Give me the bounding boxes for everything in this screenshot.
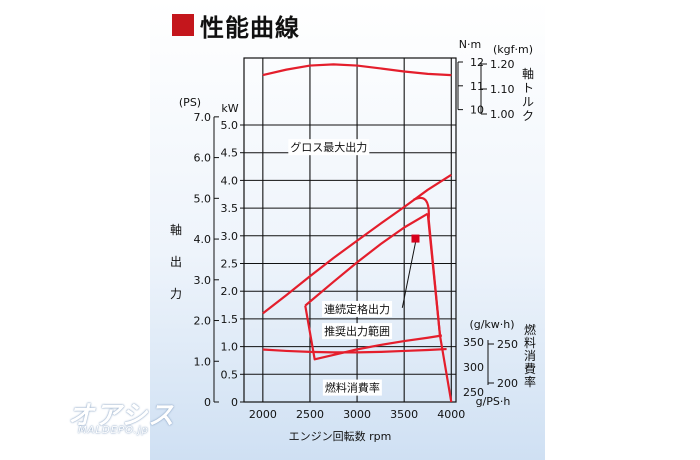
kw-tick-label: 1.5 bbox=[221, 313, 239, 326]
fuel-g-kwh-tick-label: 350 bbox=[463, 336, 484, 349]
title-block: 性能曲線 bbox=[172, 8, 300, 42]
plot-frame bbox=[243, 57, 457, 403]
fuel-g-ps-h-tick-label: 250 bbox=[497, 338, 518, 351]
kw-tick-label: 4.5 bbox=[221, 147, 239, 160]
x-tick-label: 4000 bbox=[437, 408, 465, 421]
fuel-g-ps-h-tick-label: 200 bbox=[497, 377, 518, 390]
series-line bbox=[262, 347, 447, 354]
kw-tick-label: 3.5 bbox=[221, 202, 239, 215]
torque-axis-label-char: ク bbox=[522, 109, 534, 123]
ps-tick-label: 7.0 bbox=[194, 111, 212, 124]
fuel-g-kwh-unit: (g/kw·h) bbox=[469, 318, 514, 331]
series-annotation: グロス最大出力 bbox=[290, 140, 367, 154]
torque-kgfm-tick-label: 1.20 bbox=[490, 58, 515, 71]
series-line bbox=[262, 173, 452, 315]
fuel-g-kwh-tick-label: 250 bbox=[463, 386, 484, 399]
power-axis-label-char: 軸 bbox=[170, 223, 182, 237]
annotation-background bbox=[288, 139, 370, 156]
fuel-g-kwh-tick-label: 300 bbox=[463, 361, 484, 374]
power-axis-label-char: 力 bbox=[170, 287, 182, 301]
annotation-background bbox=[322, 323, 393, 340]
fuel-axis-label-char: 消 bbox=[524, 349, 536, 363]
ps-unit-label: (PS) bbox=[179, 96, 201, 109]
page-title: 性能曲線 bbox=[200, 13, 300, 42]
x-tick-label: 3000 bbox=[343, 408, 371, 421]
kw-tick-label: 4.0 bbox=[221, 174, 239, 187]
ps-tick-label: 5.0 bbox=[194, 192, 212, 205]
ps-tick-label: 2.0 bbox=[194, 315, 212, 328]
kw-unit-label: kW bbox=[221, 102, 238, 115]
torque-axis-label-char: ト bbox=[522, 81, 534, 95]
torque-axis-label-char: ル bbox=[522, 95, 534, 109]
series-line bbox=[304, 305, 443, 361]
kw-tick-label: 0.5 bbox=[221, 368, 239, 381]
kw-tick-label: 2.5 bbox=[221, 258, 239, 271]
power-axis-label-char: 出 bbox=[170, 255, 182, 269]
torque-kgfm-tick-label: 1.00 bbox=[490, 108, 515, 121]
fuel-axis-label-char: 費 bbox=[524, 361, 536, 376]
x-tick-label: 2000 bbox=[249, 408, 277, 421]
fuel-g-ps-h-unit: g/PS·h bbox=[476, 395, 511, 408]
annotation-background bbox=[322, 300, 393, 317]
series-annotation: 推奨出力範囲 bbox=[324, 324, 390, 338]
x-tick-label: 2500 bbox=[296, 408, 324, 421]
ps-tick-label: 0 bbox=[204, 396, 211, 409]
torque-kgfm-tick-label: 1.10 bbox=[490, 83, 515, 96]
series-annotation: 燃料消費率 bbox=[325, 381, 380, 395]
torque-axis-label-char: 軸 bbox=[522, 67, 534, 81]
kw-tick-label: 3.0 bbox=[221, 230, 239, 243]
rated-droop-line bbox=[426, 213, 442, 336]
ps-tick-label: 6.0 bbox=[194, 152, 212, 165]
rated-point-leader bbox=[401, 242, 416, 308]
fuel-axis-label-char: 率 bbox=[524, 374, 536, 389]
fuel-axis-label-char: 燃 bbox=[524, 322, 536, 337]
fuel-axis-label-char: 料 bbox=[524, 336, 536, 350]
ps-tick-label: 3.0 bbox=[194, 274, 212, 287]
x-axis-label: エンジン回転数 rpm bbox=[289, 430, 392, 443]
kw-tick-label: 0 bbox=[231, 396, 238, 409]
governor-droop-line bbox=[413, 196, 453, 403]
torque-nm-unit: N·m bbox=[459, 38, 481, 51]
series-line bbox=[262, 63, 452, 77]
torque-nm-tick-label: 10 bbox=[470, 104, 484, 117]
torque-nm-tick-label: 12 bbox=[470, 56, 484, 69]
torque-kgfm-unit: (kgf·m) bbox=[493, 43, 533, 56]
ps-tick-label: 4.0 bbox=[194, 233, 212, 246]
annotation-background bbox=[322, 379, 382, 396]
ps-tick-label: 1.0 bbox=[194, 355, 212, 368]
series-line bbox=[304, 212, 429, 307]
series-annotation: 連続定格出力 bbox=[324, 302, 390, 316]
kw-tick-label: 2.0 bbox=[221, 285, 239, 298]
torque-nm-tick-label: 11 bbox=[470, 80, 484, 93]
x-tick-label: 3500 bbox=[390, 408, 418, 421]
rated-point-marker bbox=[411, 234, 420, 243]
kw-tick-label: 5.0 bbox=[221, 119, 239, 132]
kw-tick-label: 1.0 bbox=[221, 341, 239, 354]
title-square-icon bbox=[172, 14, 194, 36]
